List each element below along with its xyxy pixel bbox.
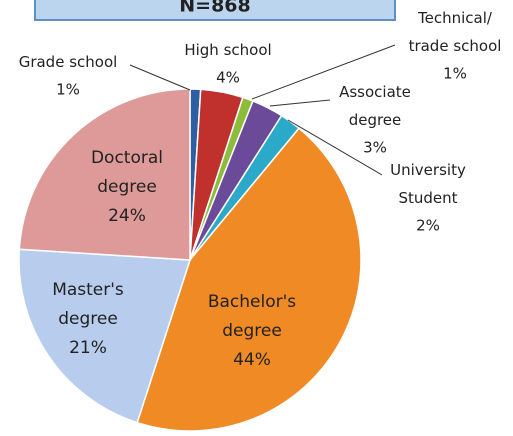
slice-label: Bachelor's degree	[208, 292, 296, 341]
slice-label: Doctoral degree	[91, 148, 163, 197]
title-box	[34, 0, 396, 21]
chart-title: N=868	[179, 0, 250, 17]
value-label: 4%	[216, 69, 240, 87]
leader-line	[287, 119, 383, 176]
slice-label: Master's degree	[52, 280, 124, 329]
leader-line	[129, 64, 191, 91]
value-label: 24%	[108, 206, 146, 226]
value-label: 2%	[416, 217, 440, 235]
value-label: 1%	[443, 65, 467, 83]
leader-line	[269, 99, 331, 107]
slice-label: Grade school	[19, 53, 118, 71]
slice-label: High school	[184, 41, 271, 59]
slice-label: University Student	[390, 161, 466, 207]
slice-label: Associate degree	[339, 83, 411, 129]
pie-slice	[18, 248, 192, 424]
leader-line	[251, 44, 396, 100]
pie-slice	[136, 127, 362, 432]
slice-label: Technical/trade school	[409, 9, 502, 55]
value-label: 21%	[69, 338, 107, 358]
value-label: 44%	[233, 350, 271, 370]
value-label: 1%	[56, 81, 80, 99]
pie-slice	[18, 88, 191, 261]
value-label: 3%	[363, 139, 387, 157]
